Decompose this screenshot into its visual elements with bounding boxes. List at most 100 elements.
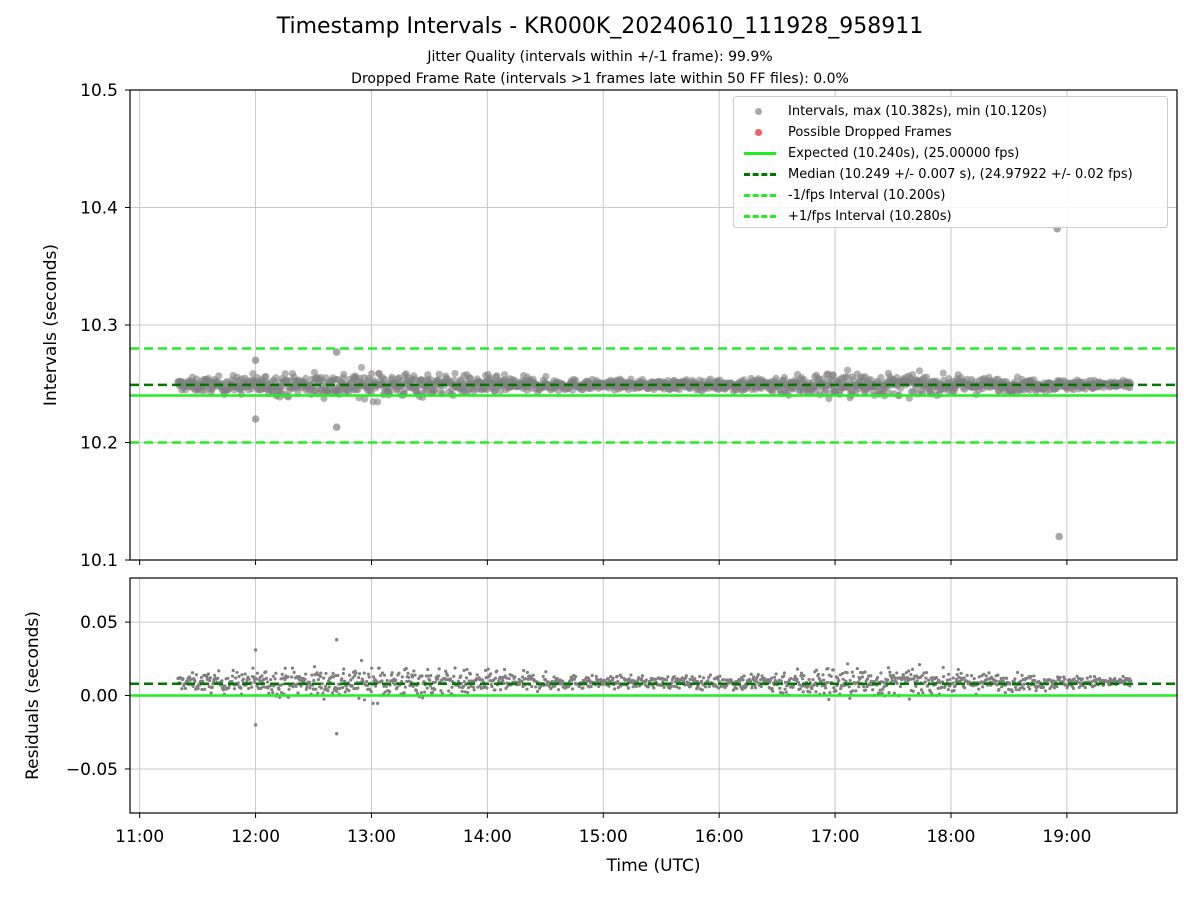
residual-point [997,687,1001,692]
residual-point [412,669,416,673]
legend-label: Intervals, max (10.382s), min (10.120s) [788,104,1047,119]
residual-point [687,681,691,685]
residual-point [782,674,786,678]
interval-point [780,373,789,382]
residual-point [280,672,284,677]
residual-point [227,686,231,690]
residual-point [361,679,365,683]
residual-point [493,676,498,680]
residual-point [1028,687,1032,691]
residual-point [677,686,681,690]
residual-point [924,670,929,675]
residual-point [1012,679,1016,684]
residual-point [320,682,324,686]
residual-point [203,687,207,691]
interval-point [908,370,917,379]
residual-point [791,684,795,688]
residual-point [850,670,854,674]
residual-point [857,685,861,689]
residual-point [209,691,213,695]
residual-point [297,674,301,679]
residual-point [855,666,859,671]
residual-point [875,675,880,680]
residual-point [208,678,212,683]
residual-point [271,674,275,678]
y-tick-label: 10.4 [80,199,118,219]
residual-point [353,674,357,678]
interval-point [368,370,376,378]
residual-point [469,684,473,688]
residual-point [914,684,918,688]
residual-point [336,673,340,678]
residual-point [664,678,669,682]
residual-point [206,672,210,676]
legend-marker [742,122,776,143]
legend-label: Possible Dropped Frames [788,125,952,140]
residual-point [358,672,362,676]
y-tick-label: −0.05 [66,760,118,780]
residual-point [1003,691,1007,695]
residual-point [377,666,381,670]
x-tick-label: 17:00 [811,827,860,847]
residual-point [807,677,811,682]
residual-point [795,677,799,681]
residual-point [924,676,928,680]
residual-point [445,673,450,678]
residual-point [187,675,192,679]
residual-point [845,671,849,675]
residual-point [911,689,915,693]
residual-point [404,666,408,671]
residual-point [327,685,331,689]
residual-point [425,686,429,690]
residual-point [848,696,852,700]
residual-point [461,684,465,689]
residual-point [264,670,268,674]
residual-point [520,675,525,679]
interval-point [281,370,289,378]
residual-point [640,674,645,678]
interval-point [431,387,439,395]
residual-point [1121,674,1125,679]
residual-point [316,691,320,695]
residual-point [1019,679,1023,683]
residual-point [904,671,908,675]
residual-point [356,686,360,690]
residual-point [305,685,309,689]
legend-item-plus-fps: +1/fps Interval (10.280s) [742,206,1159,227]
intervals-x-tick-marks [139,560,1068,565]
interval-outlier-point [251,356,260,365]
residual-point [493,688,497,692]
residual-point [308,686,312,690]
x-tick-label: 14:00 [463,827,512,847]
residual-point [840,684,844,688]
residual-point [923,680,927,684]
residual-point [436,677,440,681]
residual-point [1036,684,1040,689]
residual-point [707,675,711,679]
residual-point [307,680,312,684]
residual-point [789,676,793,681]
residual-point [350,684,354,688]
residual-point [1022,682,1027,686]
residual-point [368,687,372,691]
residual-point [286,675,290,679]
residual-point [753,686,758,690]
residual-point [428,678,432,682]
residual-point [231,668,235,673]
residual-point [402,691,406,695]
interval-point [769,388,777,396]
residual-point [324,671,328,676]
residual-point [369,690,373,694]
residual-point [699,679,704,683]
residual-point [783,687,787,691]
residual-point [869,679,873,684]
residual-point [977,675,981,679]
residual-point [380,679,384,683]
residual-point [740,687,744,691]
residual-point [236,681,240,685]
residual-point [347,689,351,693]
residual-point [795,667,800,671]
residual-point [366,672,371,676]
residual-point [450,685,454,689]
residual-point [283,666,287,670]
